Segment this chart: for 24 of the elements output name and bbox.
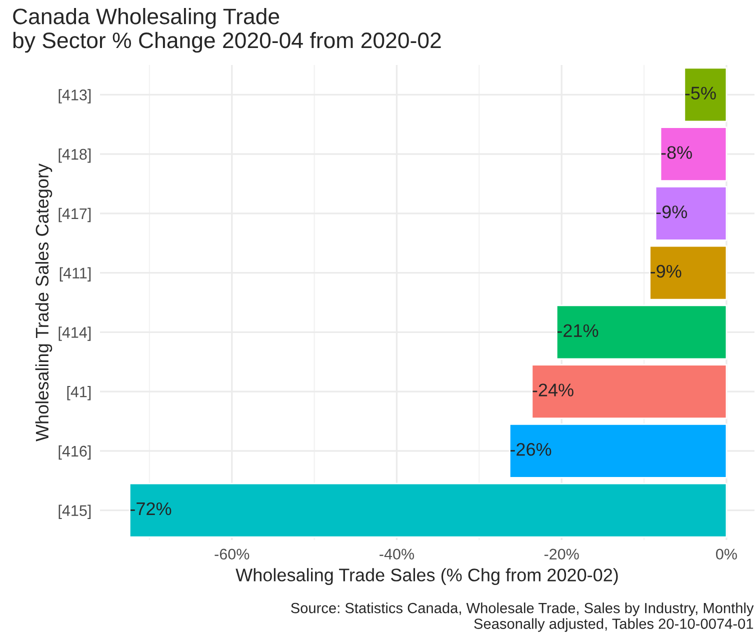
y-axis-title: Wholesaling Trade Sales Category: [35, 164, 52, 442]
data-label: -9%: [650, 264, 682, 278]
y-tick-label: [41]: [67, 386, 91, 400]
data-label: -9%: [656, 206, 688, 218]
data-label: -24%: [532, 384, 574, 396]
data-label: -21%: [557, 324, 598, 337]
x-tick-label: 0%: [716, 548, 737, 560]
x-tick-label: -20%: [544, 548, 579, 560]
y-tick-label: [415]: [58, 504, 91, 520]
data-label: -8%: [661, 146, 692, 159]
y-tick-label: [418]: [58, 148, 91, 163]
y-tick-label: [416]: [58, 445, 91, 460]
chart-title: Canada Wholesaling Trade by Sector % Change 2020-04 from 2020-02: [13, 8, 441, 53]
y-tick-label: [411]: [60, 267, 91, 282]
x-axis-title: Wholesaling Trade Sales (% Chg from 2020-02): [236, 568, 618, 585]
x-tick-label: -60%: [214, 548, 250, 560]
source-note: Source: Statistics Canada, Wholesale Trade, Sales by Industry, Monthly Seasonally adjusted, Tables 20-10-0074-01: [291, 602, 754, 632]
x-tick-label: -40%: [380, 548, 414, 560]
y-tick-label: [413]: [58, 89, 91, 104]
y-tick-label: [417]: [58, 208, 91, 222]
data-label: -5%: [685, 86, 716, 100]
data-label: -26%: [510, 443, 552, 456]
y-tick-label: [414]: [58, 326, 91, 341]
data-label: -72%: [130, 502, 172, 516]
